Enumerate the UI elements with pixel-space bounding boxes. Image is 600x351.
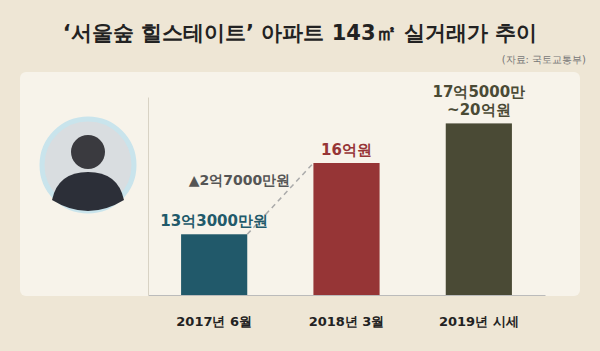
data-label: 16억원 [321, 141, 372, 159]
background [0, 0, 600, 351]
bar [181, 234, 247, 295]
x-tick-label: 2018년 3월 [309, 314, 385, 329]
data-label: 17억5000만~20억원 [433, 83, 526, 119]
x-axis-line [149, 295, 546, 296]
x-tick-label: 2019년 시세 [439, 314, 519, 329]
photo-head [71, 135, 105, 169]
source: (자료: 국토교통부) [502, 54, 586, 65]
photo-body [52, 172, 124, 211]
bar [313, 163, 379, 295]
x-tick: 2019년 시세 [439, 295, 519, 329]
bars [181, 123, 512, 295]
x-axis: 2017년 6월 2018년 3월 2019년 시세 [149, 295, 546, 329]
x-tick-label: 2017년 6월 [176, 314, 252, 329]
bar [446, 123, 512, 295]
x-tick: 2017년 6월 [176, 295, 252, 329]
y-axis [148, 98, 149, 296]
y-axis-line [148, 98, 149, 296]
panel [20, 72, 580, 296]
chart-svg: ‘서울숲 힐스테이트’ 아파트 143㎡ 실거래가 추이 (자료: 국토교통부) ▲… [0, 0, 600, 351]
annotation: ▲2억7000만원 [189, 172, 290, 188]
data-label: 13억3000만원 [160, 212, 268, 230]
title: ‘서울숲 힐스테이트’ 아파트 143㎡ 실거래가 추이 [63, 21, 537, 45]
x-tick: 2018년 3월 [309, 295, 385, 329]
photo [42, 119, 134, 211]
photo-frame [42, 119, 134, 211]
